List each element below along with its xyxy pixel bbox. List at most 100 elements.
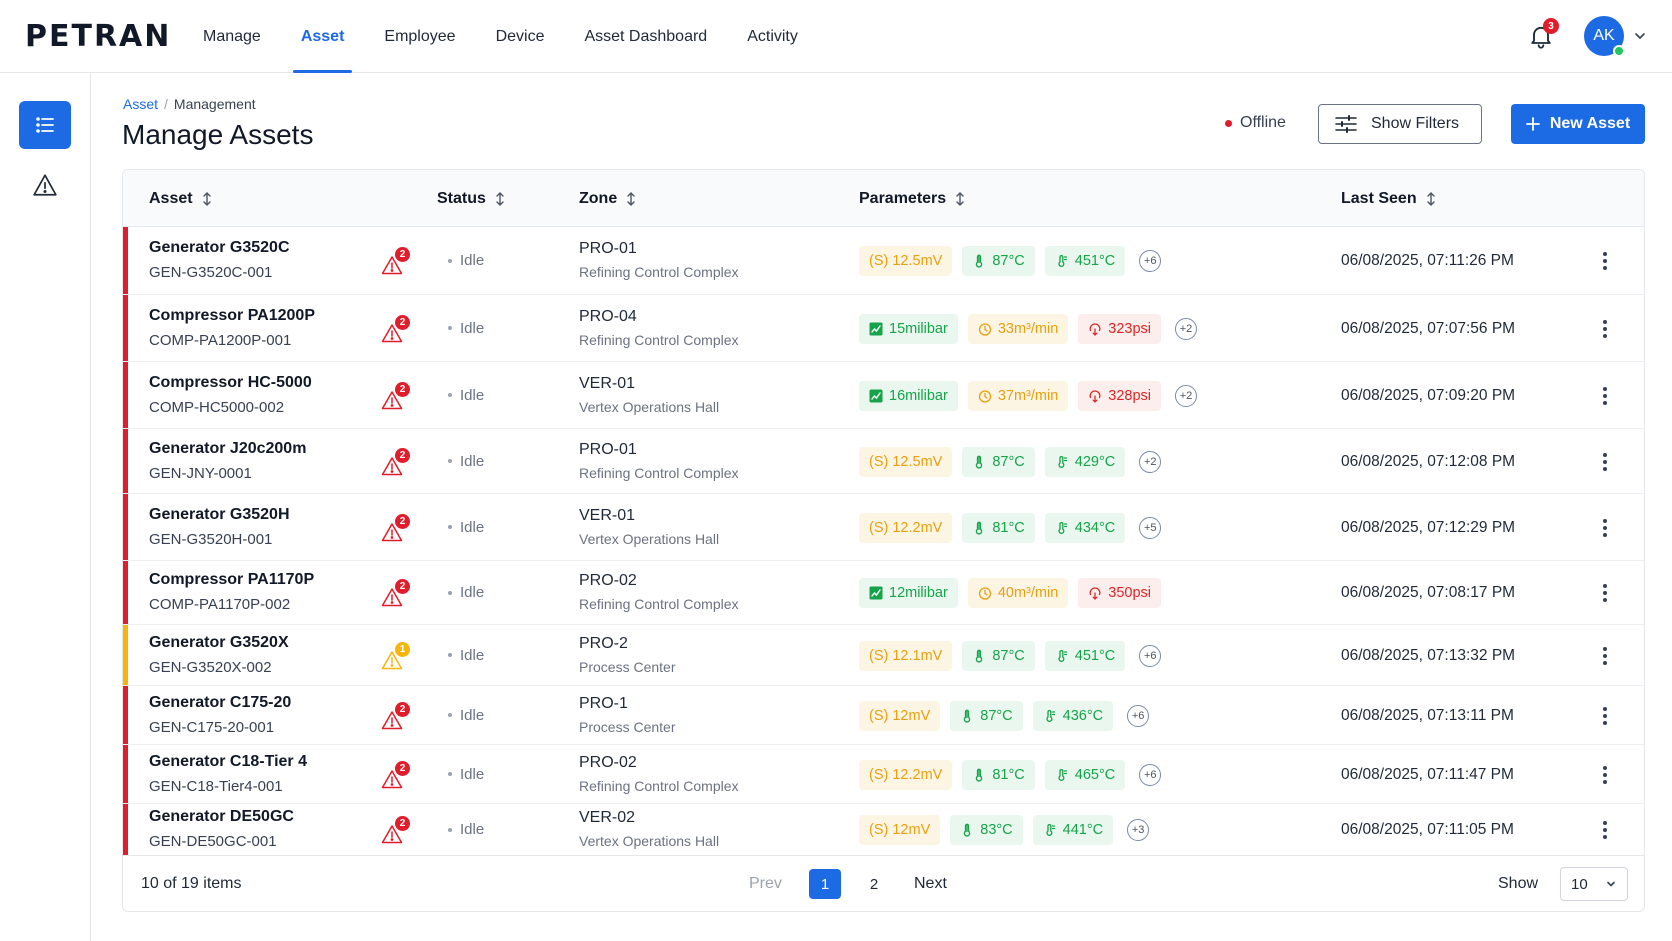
more-parameters-button[interactable]: +6 <box>1127 704 1150 727</box>
table-row[interactable]: Generator C18-Tier 4 GEN-C18-Tier4-001 2 … <box>123 745 1644 804</box>
row-actions-kebab-icon[interactable] <box>1595 384 1615 408</box>
parameter-chip[interactable]: 350psi <box>1078 578 1162 608</box>
alert-indicator[interactable]: 2 <box>381 760 411 795</box>
parameter-chip[interactable]: 37m³/min <box>967 380 1069 411</box>
asset-name[interactable]: Generator G3520C <box>149 239 290 256</box>
alert-indicator[interactable]: 2 <box>381 513 411 548</box>
pagination-page-2[interactable]: 2 <box>869 875 879 893</box>
parameter-chip[interactable]: (S) 12mV <box>859 815 941 845</box>
parameter-chip[interactable]: (S) 12.1mV <box>859 640 953 671</box>
parameter-chip[interactable]: 429°C <box>1044 446 1126 477</box>
row-actions-kebab-icon[interactable] <box>1595 763 1615 787</box>
parameter-chip[interactable]: 441°C <box>1032 815 1114 845</box>
alert-indicator[interactable]: 2 <box>381 579 411 613</box>
nav-item-asset-dashboard[interactable]: Asset Dashboard <box>584 27 708 45</box>
table-row[interactable]: Generator G3520X GEN-G3520X-002 1 Idle PRO… <box>123 625 1644 686</box>
app-logo[interactable]: PETRAN <box>25 19 172 54</box>
parameter-chip[interactable]: 40m³/min <box>967 578 1069 608</box>
row-actions-kebab-icon[interactable] <box>1595 704 1615 728</box>
parameter-chip[interactable]: 81°C <box>962 512 1035 543</box>
column-header-asset[interactable]: Asset <box>149 170 213 227</box>
asset-name[interactable]: Generator G3520X <box>149 633 289 651</box>
more-parameters-button[interactable]: +2 <box>1175 317 1198 340</box>
parameter-chip[interactable]: (S) 12.2mV <box>859 759 953 790</box>
column-header-status[interactable]: Status <box>437 170 506 227</box>
column-header-last-seen[interactable]: Last Seen <box>1341 170 1437 227</box>
pagination-page-1[interactable]: 1 <box>809 869 841 899</box>
parameter-chip[interactable]: 436°C <box>1032 700 1114 731</box>
asset-name[interactable]: Generator G3520H <box>149 505 290 523</box>
pagination-next-button[interactable]: Next <box>914 875 947 892</box>
table-row[interactable]: Compressor PA1170P COMP-PA1170P-002 2 Idl… <box>123 561 1644 625</box>
new-asset-button[interactable]: New Asset <box>1511 104 1645 144</box>
sidebar-list-button[interactable] <box>19 101 71 149</box>
row-actions-kebab-icon[interactable] <box>1595 581 1615 605</box>
column-header-zone[interactable]: Zone <box>579 170 637 227</box>
asset-name[interactable]: Generator J20c200m <box>149 439 307 457</box>
column-header-parameters[interactable]: Parameters <box>859 170 966 227</box>
show-filters-button[interactable]: Show Filters <box>1318 104 1482 144</box>
table-row[interactable]: Compressor HC-5000 COMP-HC5000-002 2 Idle… <box>123 362 1644 429</box>
parameter-chip[interactable]: 15milibar <box>859 313 958 344</box>
alerts-warning-icon[interactable] <box>32 172 58 198</box>
table-row[interactable]: Compressor PA1200P COMP-PA1200P-001 2 Idl… <box>123 295 1644 362</box>
parameter-chip[interactable]: 451°C <box>1044 246 1126 276</box>
parameter-chip[interactable]: 328psi <box>1078 380 1162 411</box>
row-actions-kebab-icon[interactable] <box>1595 818 1615 842</box>
more-parameters-button[interactable]: +5 <box>1139 516 1162 539</box>
page-size-select[interactable]: 10 <box>1560 867 1628 901</box>
asset-name[interactable]: Generator DE50GC <box>149 808 294 825</box>
parameter-chip[interactable]: 87°C <box>962 640 1035 671</box>
pagination-prev-button[interactable]: Prev <box>749 875 782 892</box>
more-parameters-button[interactable]: +6 <box>1139 763 1162 786</box>
parameter-chip[interactable]: 12milibar <box>859 578 958 608</box>
table-row[interactable]: Generator G3520C GEN-G3520C-001 2 Idle PRO… <box>123 227 1644 295</box>
nav-item-asset[interactable]: Asset <box>281 0 365 73</box>
alert-indicator[interactable]: 2 <box>381 701 411 736</box>
nav-item-device[interactable]: Device <box>495 27 545 45</box>
parameter-chip[interactable]: (S) 12.5mV <box>859 246 953 276</box>
table-row[interactable]: Generator DE50GC GEN-DE50GC-001 2 Idle VER… <box>123 804 1644 856</box>
chevron-down-icon[interactable] <box>1632 28 1648 44</box>
alert-indicator[interactable]: 1 <box>381 641 411 676</box>
alert-indicator[interactable]: 2 <box>381 247 411 281</box>
more-parameters-button[interactable]: +2 <box>1175 384 1198 407</box>
row-actions-kebab-icon[interactable] <box>1595 317 1615 341</box>
more-parameters-button[interactable]: +3 <box>1127 819 1150 841</box>
more-parameters-button[interactable]: +2 <box>1139 450 1162 473</box>
parameter-chip[interactable]: 16milibar <box>859 380 958 411</box>
parameter-chip[interactable]: 81°C <box>962 759 1035 790</box>
asset-name[interactable]: Compressor HC-5000 <box>149 373 312 391</box>
nav-item-manage[interactable]: Manage <box>203 27 261 45</box>
parameter-chip[interactable]: (S) 12.2mV <box>859 512 953 543</box>
alert-indicator[interactable]: 2 <box>381 816 411 850</box>
asset-name[interactable]: Generator C18-Tier 4 <box>149 752 307 770</box>
table-row[interactable]: Generator C175-20 GEN-C175-20-001 2 Idle P… <box>123 686 1644 745</box>
user-avatar[interactable]: AK <box>1584 16 1624 56</box>
more-parameters-button[interactable]: +6 <box>1139 250 1162 272</box>
table-row[interactable]: Generator J20c200m GEN-JNY-0001 2 Idle PRO… <box>123 429 1644 494</box>
parameter-chip[interactable]: (S) 12mV <box>859 700 941 731</box>
alert-indicator[interactable]: 2 <box>381 381 411 416</box>
parameter-chip[interactable]: 434°C <box>1044 512 1126 543</box>
table-row[interactable]: Generator G3520H GEN-G3520H-001 2 Idle VER… <box>123 494 1644 561</box>
asset-name[interactable]: Compressor PA1200P <box>149 306 315 324</box>
parameter-chip[interactable]: 33m³/min <box>967 313 1069 344</box>
parameter-chip[interactable]: (S) 12.5mV <box>859 446 953 477</box>
row-actions-kebab-icon[interactable] <box>1595 450 1615 474</box>
asset-name[interactable]: Compressor PA1170P <box>149 571 315 588</box>
parameter-chip[interactable]: 451°C <box>1044 640 1126 671</box>
parameter-chip[interactable]: 83°C <box>950 815 1023 845</box>
parameter-chip[interactable]: 87°C <box>950 700 1023 731</box>
row-actions-kebab-icon[interactable] <box>1595 249 1615 273</box>
parameter-chip[interactable]: 323psi <box>1078 313 1162 344</box>
alert-indicator[interactable]: 2 <box>381 447 411 482</box>
row-actions-kebab-icon[interactable] <box>1595 644 1615 668</box>
alert-indicator[interactable]: 2 <box>381 314 411 349</box>
parameter-chip[interactable]: 465°C <box>1044 759 1126 790</box>
asset-name[interactable]: Generator C175-20 <box>149 693 292 711</box>
nav-item-activity[interactable]: Activity <box>747 27 798 45</box>
row-actions-kebab-icon[interactable] <box>1595 516 1615 540</box>
parameter-chip[interactable]: 87°C <box>962 246 1035 276</box>
more-parameters-button[interactable]: +6 <box>1139 644 1162 667</box>
